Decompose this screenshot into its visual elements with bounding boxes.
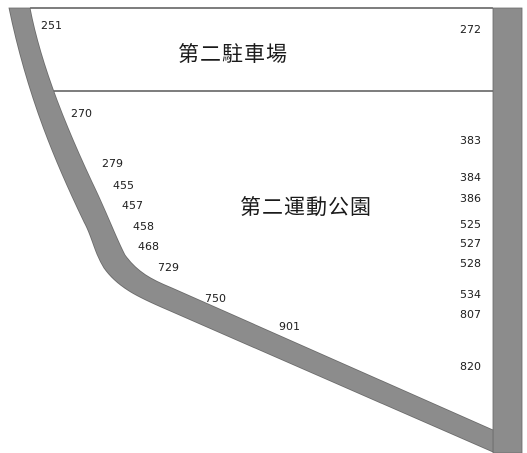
- lot-number-251: 251: [41, 19, 62, 32]
- lot-number-270: 270: [71, 107, 92, 120]
- lot-number-807: 807: [460, 308, 481, 321]
- curved-road: [8, 7, 494, 453]
- lot-number-272: 272: [460, 23, 481, 36]
- lot-number-750: 750: [205, 292, 226, 305]
- lot-number-383: 383: [460, 134, 481, 147]
- sports-park-name: 第二運動公園: [240, 195, 372, 219]
- lot-number-384: 384: [460, 171, 481, 184]
- lot-number-525: 525: [460, 218, 481, 231]
- lot-number-457: 457: [122, 199, 143, 212]
- lot-number-386: 386: [460, 192, 481, 205]
- lot-number-901: 901: [279, 320, 300, 333]
- lot-number-729: 729: [158, 261, 179, 274]
- lot-number-528: 528: [460, 257, 481, 270]
- lot-number-468: 468: [138, 240, 159, 253]
- parking-lot-name: 第二駐車場: [178, 42, 288, 66]
- lot-number-820: 820: [460, 360, 481, 373]
- lot-number-534: 534: [460, 288, 481, 301]
- lot-number-279: 279: [102, 157, 123, 170]
- lot-number-527: 527: [460, 237, 481, 250]
- right-road: [492, 7, 523, 453]
- lot-number-458: 458: [133, 220, 154, 233]
- lot-number-455: 455: [113, 179, 134, 192]
